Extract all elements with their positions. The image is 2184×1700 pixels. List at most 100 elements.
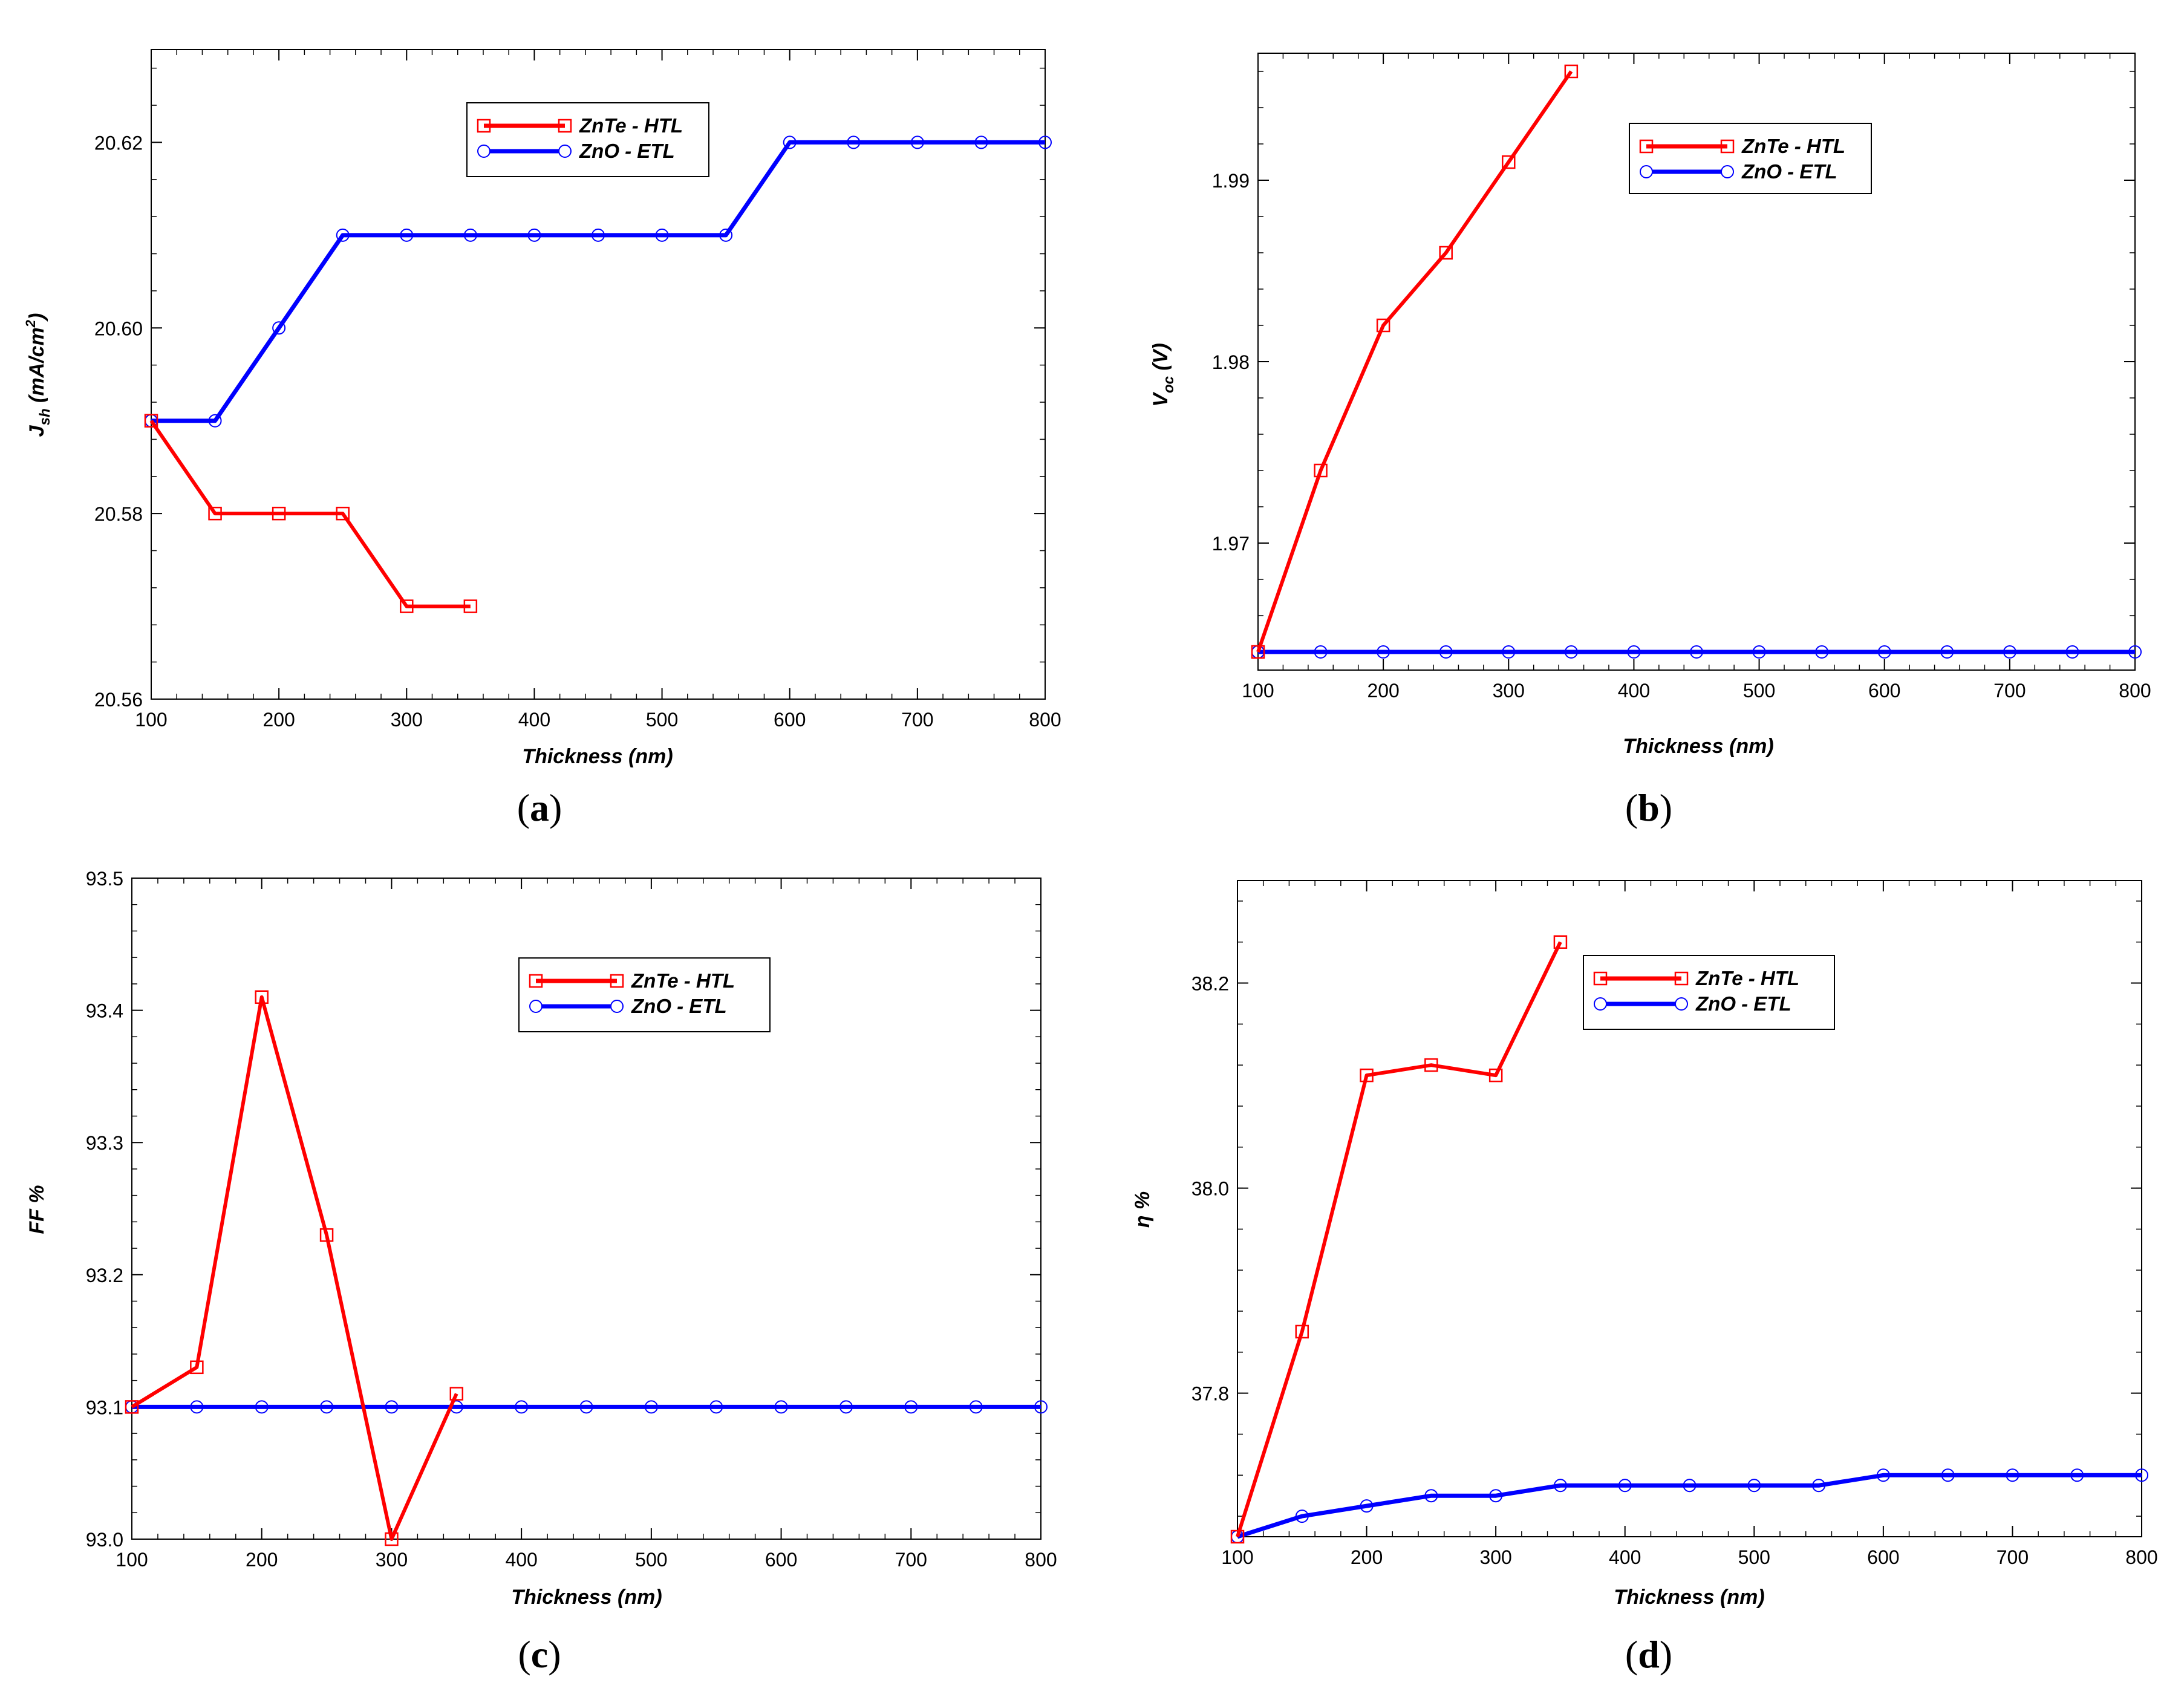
data-point-znte-htl (1376, 318, 1390, 333)
panel-caption-close: ) (1660, 1633, 1672, 1676)
panel-caption-open: ( (1625, 1633, 1638, 1676)
data-point-zno-etl (1502, 645, 1516, 659)
panel-caption: (d) (1625, 1633, 1672, 1676)
legend-marker-square (558, 119, 572, 133)
data-point-znte-htl (1295, 1324, 1309, 1339)
data-point-znte-htl (400, 599, 414, 613)
y-axis-title: Jsh (mA/cm2) (23, 313, 53, 437)
x-tick-label: 300 (376, 1549, 408, 1571)
legend-label: ZnTe - HTL (631, 969, 735, 992)
data-point-zno-etl (1034, 1400, 1048, 1414)
x-axis-title: Thickness (nm) (522, 745, 673, 768)
legend-marker-circle (558, 145, 572, 158)
legend-marker-circle (1594, 997, 1607, 1011)
y-tick-label: 93.3 (86, 1132, 123, 1154)
data-point-zno-etl (1752, 645, 1766, 659)
data-point-zno-etl (719, 228, 733, 242)
y-tick-label: 93.4 (86, 1000, 123, 1022)
data-point-znte-htl (449, 1387, 464, 1401)
data-point-zno-etl (969, 1400, 983, 1414)
data-point-zno-etl (385, 1400, 399, 1414)
x-tick-label: 600 (765, 1549, 797, 1571)
x-tick-label: 800 (2119, 680, 2151, 702)
legend-marker-square (477, 119, 491, 133)
data-point-znte-htl (255, 990, 269, 1004)
x-tick-label: 400 (518, 709, 550, 731)
legend-marker-circle (610, 1000, 624, 1013)
panel-caption-close: ) (548, 1633, 561, 1676)
y-axis-title: FF % (25, 1185, 48, 1234)
data-point-zno-etl (400, 228, 414, 242)
x-tick-label: 100 (135, 709, 167, 731)
legend-marker-square (1593, 971, 1608, 986)
panel-caption-letter: b (1638, 786, 1660, 829)
panel-caption: (b) (1625, 786, 1672, 829)
y-axis-title: Voc (V) (1149, 343, 1177, 406)
legend-label: ZnO - ETL (579, 140, 675, 162)
legend-box (1583, 955, 1835, 1030)
legend-marker-square (529, 974, 543, 988)
x-tick-label: 600 (1868, 680, 1900, 702)
data-point-zno-etl (839, 1400, 853, 1414)
data-point-zno-etl (1489, 1489, 1503, 1503)
y-tick-label: 93.1 (86, 1396, 123, 1418)
data-point-zno-etl (1314, 645, 1328, 659)
panel-caption-open: ( (518, 1633, 530, 1676)
legend-marker-square (1639, 139, 1654, 154)
panel-caption-letter: d (1638, 1633, 1660, 1676)
data-point-zno-etl (1747, 1479, 1761, 1493)
y-axis-title-sup: 2 (23, 319, 38, 328)
legend: ZnTe - HTL ZnO - ETL (1583, 955, 1835, 1030)
data-point-znte-htl (1439, 246, 1453, 260)
series-line-znte-htl (149, 420, 471, 608)
data-point-znte-htl (1230, 1529, 1245, 1544)
y-axis-title-sub: oc (1161, 376, 1177, 393)
x-tick-label: 700 (1993, 680, 2026, 702)
x-tick-label: 200 (246, 1549, 278, 1571)
plot-frame (151, 49, 1046, 700)
legend-box (466, 102, 709, 177)
x-tick-label: 200 (1351, 1546, 1383, 1568)
y-tick-label: 37.8 (1191, 1383, 1229, 1405)
data-point-znte-htl (144, 414, 158, 428)
data-point-zno-etl (2070, 1468, 2084, 1482)
y-tick-label: 93.5 (86, 868, 123, 890)
x-tick-label: 400 (505, 1549, 537, 1571)
data-point-zno-etl (774, 1400, 788, 1414)
y-axis-title-rest: (V) (1149, 343, 1172, 376)
legend-marker-circle (477, 145, 491, 158)
legend-label: ZnO - ETL (631, 995, 727, 1017)
data-point-zno-etl (1876, 1468, 1890, 1482)
data-point-zno-etl (2128, 645, 2142, 659)
legend-marker-circle (1675, 997, 1688, 1011)
data-point-znte-htl (319, 1228, 334, 1242)
data-point-znte-htl (125, 1400, 139, 1414)
panel-caption-close: ) (1660, 786, 1672, 829)
panel-caption-letter: a (530, 786, 549, 829)
x-tick-label: 600 (1867, 1546, 1899, 1568)
y-tick-label: 1.97 (1212, 533, 1250, 555)
y-axis-title: η % (1131, 1191, 1154, 1228)
x-tick-label: 500 (1738, 1546, 1770, 1568)
x-tick-label: 300 (391, 709, 423, 731)
legend-marker-circle (1640, 165, 1653, 178)
data-point-zno-etl (1877, 645, 1891, 659)
x-tick-label: 400 (1618, 680, 1650, 702)
data-point-zno-etl (2006, 1468, 2019, 1482)
data-point-zno-etl (974, 135, 988, 149)
data-point-znte-htl (1553, 935, 1568, 949)
data-point-zno-etl (783, 135, 797, 149)
data-point-zno-etl (1683, 1479, 1697, 1493)
legend-marker-square (1720, 139, 1735, 154)
data-point-zno-etl (1553, 1479, 1567, 1493)
plot-frame (1237, 880, 2142, 1537)
data-point-zno-etl (255, 1400, 269, 1414)
data-point-zno-etl (1360, 1499, 1374, 1513)
series-line-znte-htl (131, 995, 458, 1541)
legend-box (518, 957, 771, 1032)
panel-caption-letter: c (531, 1633, 548, 1676)
data-point-znte-htl (1424, 1058, 1438, 1072)
y-tick-label: 20.60 (94, 318, 143, 339)
y-tick-label: 20.62 (94, 132, 143, 154)
